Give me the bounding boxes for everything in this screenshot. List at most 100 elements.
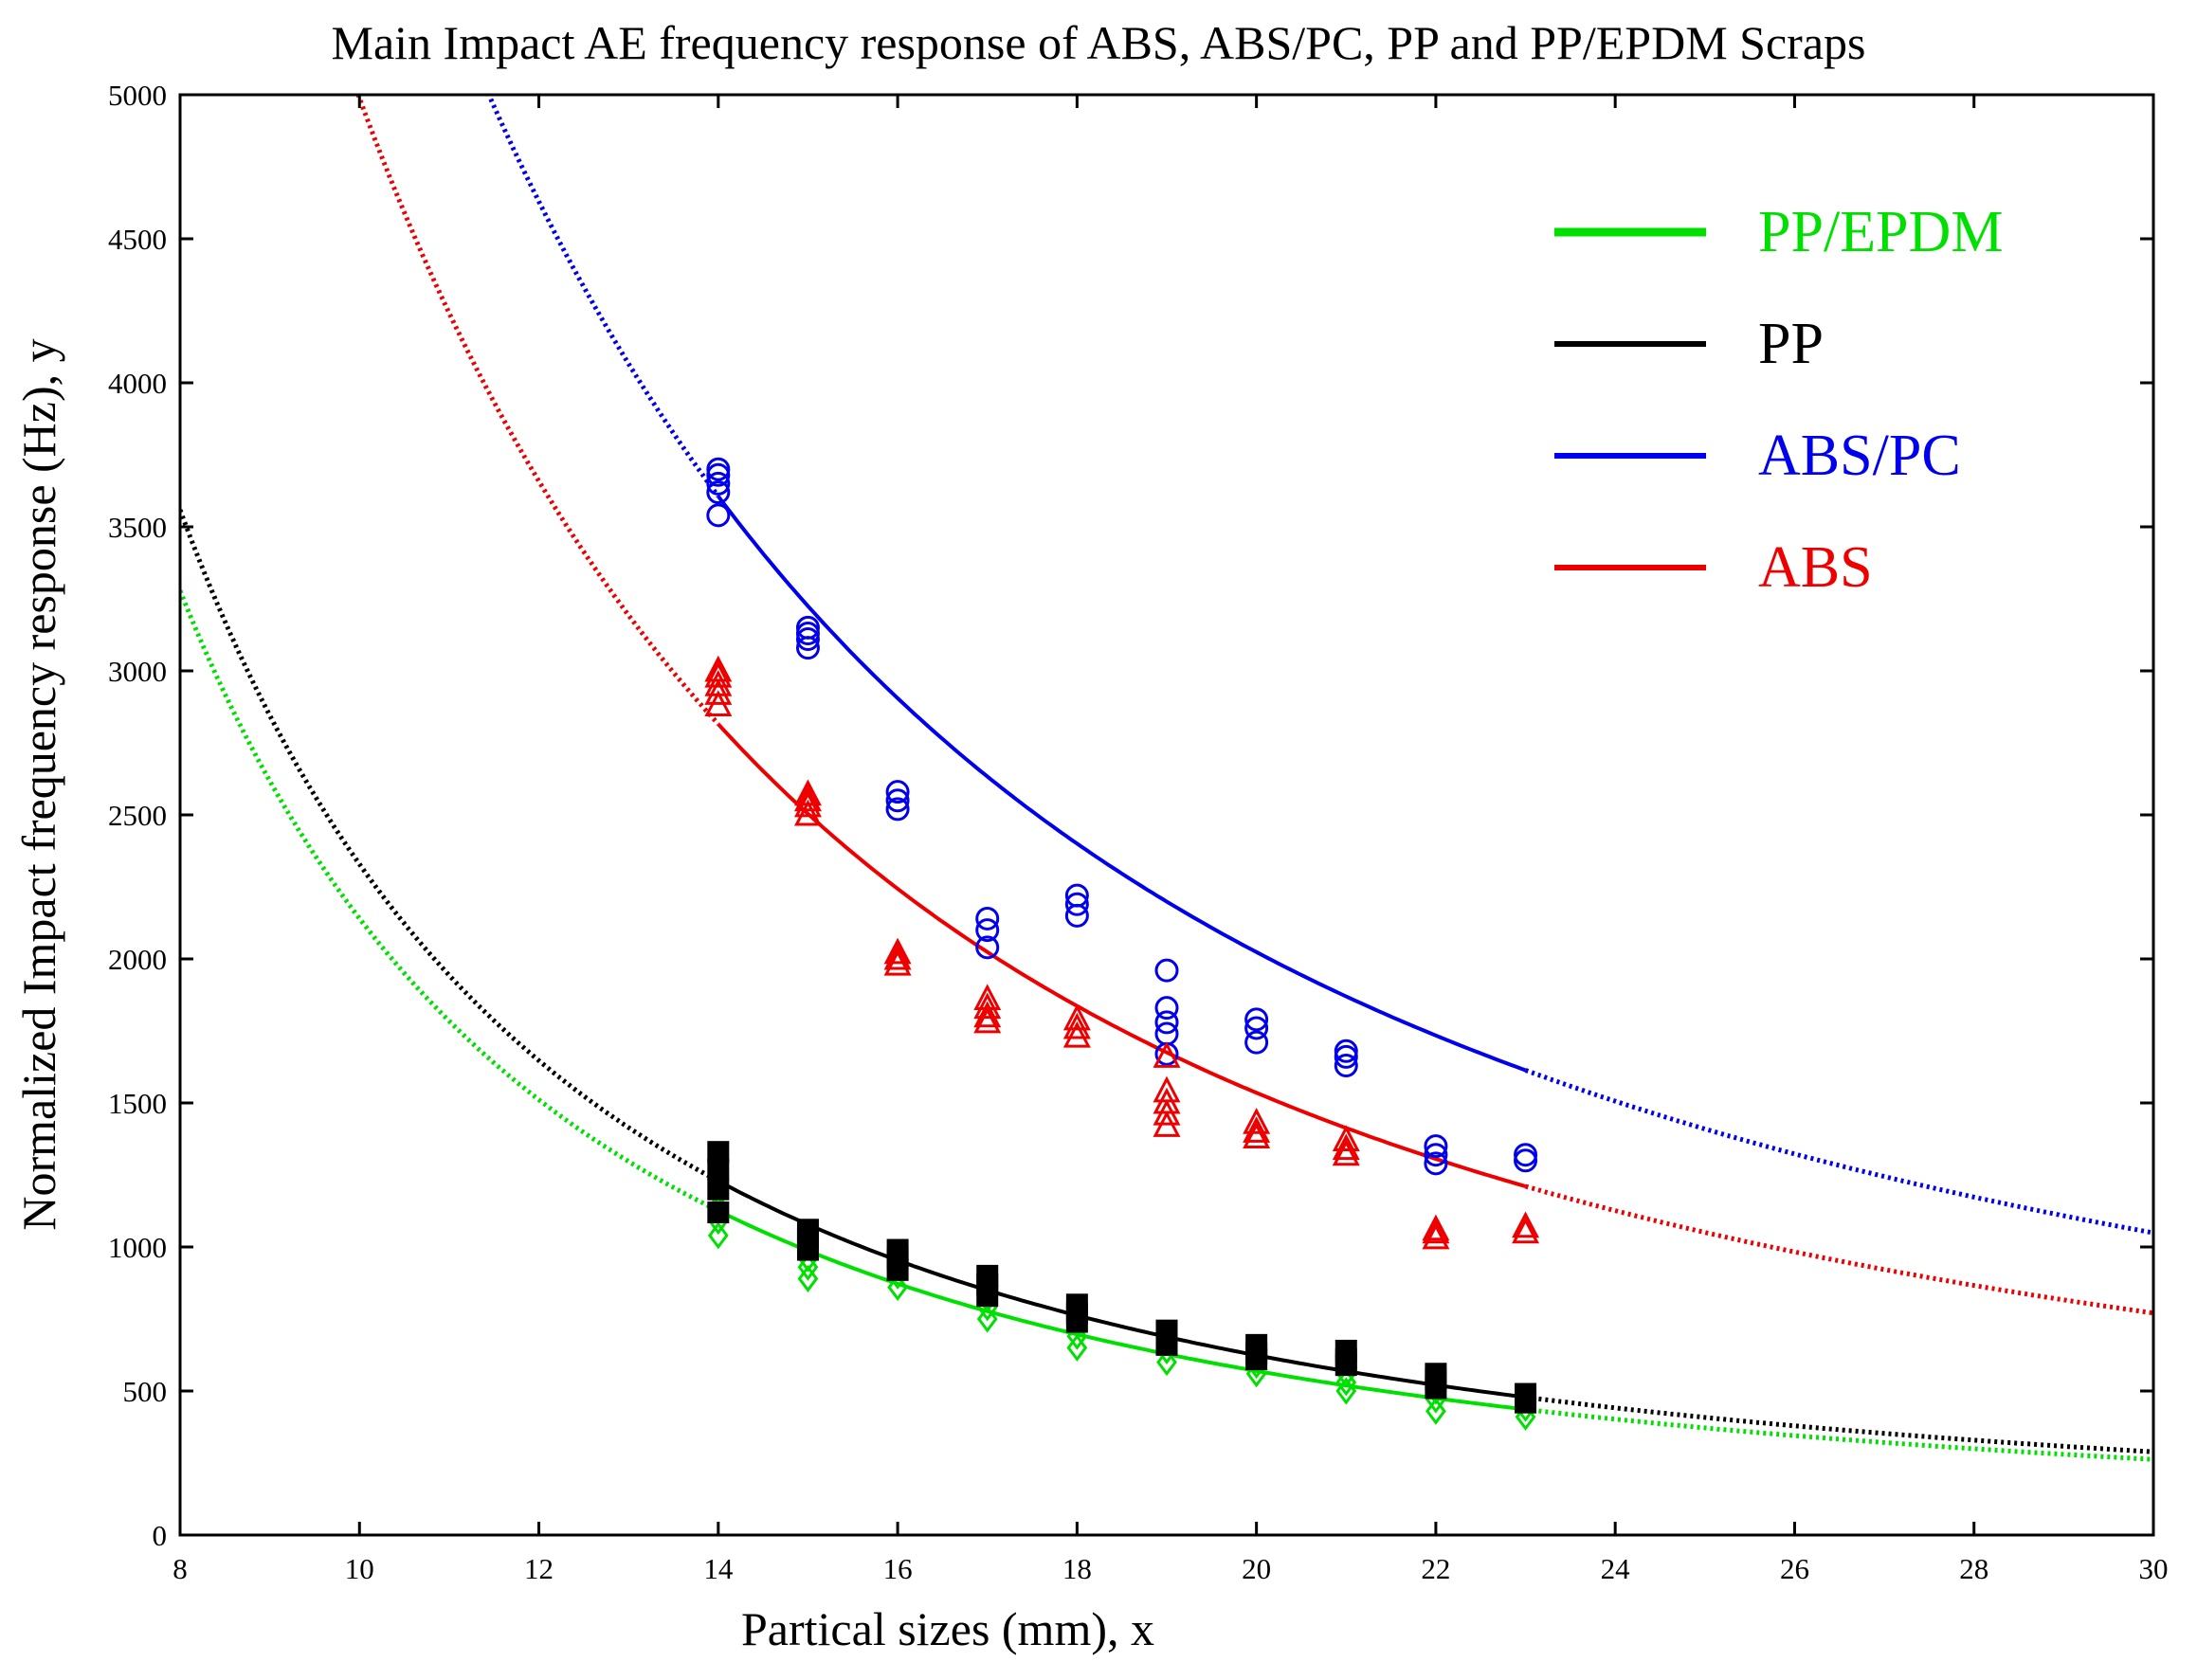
data-point-abs-pc [1334, 1039, 1358, 1063]
data-point-abs-pc [1244, 1007, 1269, 1032]
fit-extrapolation-left-abs-pc [486, 95, 720, 498]
data-point-abs-pc [975, 906, 1000, 930]
data-point-abs [1512, 1211, 1540, 1238]
fit-extrapolation-right-abs-pc [1524, 1068, 2153, 1236]
data-point-pp-epdm [1066, 1333, 1088, 1362]
series-points-pp-epdm [707, 1158, 1536, 1431]
data-point-abs [973, 1006, 1002, 1034]
y-tick-label: 4000 [108, 367, 167, 400]
data-point-abs [793, 785, 822, 812]
data-point-abs [1243, 1108, 1271, 1134]
y-tick-label: 4500 [108, 223, 167, 256]
data-point-abs-pc [706, 503, 731, 528]
data-point-pp [707, 1201, 730, 1224]
data-point-abs [1422, 1214, 1450, 1241]
data-point-abs-pc [1064, 892, 1089, 916]
data-point-pp [976, 1264, 999, 1287]
data-point-abs-pc [1154, 958, 1179, 983]
data-point-abs-pc [795, 615, 820, 640]
data-point-abs-pc [706, 471, 731, 496]
data-point-abs [704, 660, 733, 688]
data-point-abs [793, 799, 822, 826]
y-axis-label: Normalized Impact frequency response (Hz… [12, 338, 65, 1230]
data-point-abs [704, 669, 733, 696]
data-point-abs-pc [1424, 1134, 1448, 1159]
x-tick-label: 24 [1601, 1552, 1631, 1585]
data-point-abs-pc [975, 918, 1000, 943]
fit-curve-pp [717, 1179, 1526, 1400]
x-tick-label: 16 [883, 1552, 913, 1585]
y-tick-label: 2500 [108, 799, 167, 832]
data-point-abs-pc [795, 627, 820, 652]
data-point-pp-epdm [976, 1305, 998, 1333]
fit-extrapolation-right-pp-epdm [1525, 1406, 2153, 1462]
data-point-pp [1245, 1333, 1268, 1356]
x-tick-label: 22 [1421, 1552, 1450, 1585]
data-point-abs [1512, 1217, 1540, 1244]
legend-label-abs-pc: ABS/PC [1758, 424, 1961, 488]
data-point-abs [1243, 1116, 1271, 1143]
fit-extrapolation-left-pp-epdm [180, 589, 719, 1214]
data-point-abs-pc [1334, 1053, 1358, 1077]
x-tick-label: 20 [1242, 1552, 1271, 1585]
axes: 8 10 12 14 16 18 20 22 24 26 28 30 0 500 1000 1500 2000 2… [108, 79, 2169, 1585]
data-point-pp [1065, 1293, 1088, 1316]
data-point-abs-pc [706, 457, 731, 481]
series-points-pp [707, 1141, 1537, 1414]
x-tick-label: 12 [524, 1552, 554, 1585]
legend-label-pp-epdm: PP/EPDM [1758, 200, 2003, 264]
y-tick-label: 3000 [108, 655, 167, 688]
x-tick-label: 18 [1062, 1552, 1092, 1585]
y-tick-label: 0 [153, 1519, 168, 1552]
data-point-abs [1243, 1122, 1271, 1148]
x-tick-label: 8 [172, 1552, 188, 1585]
y-tick-label: 5000 [108, 79, 167, 112]
data-point-abs [883, 943, 912, 970]
y-tick-label: 2000 [108, 943, 167, 976]
fit-extrapolation-right-abs [1524, 1183, 2153, 1316]
y-tick-label: 1500 [108, 1087, 167, 1120]
data-point-abs-pc [1424, 1143, 1448, 1167]
data-point-pp [796, 1219, 819, 1241]
x-tick-label: 14 [703, 1552, 734, 1585]
data-point-abs [883, 937, 912, 965]
data-point-abs-pc [975, 935, 1000, 960]
data-point-abs [704, 655, 733, 682]
data-point-abs-pc [1424, 1151, 1448, 1176]
data-point-abs [1153, 1041, 1181, 1068]
x-tick-label: 26 [1780, 1552, 1809, 1585]
data-point-abs [1332, 1125, 1360, 1152]
series-points-abs-pc [706, 457, 1538, 1176]
data-point-abs [1153, 1075, 1181, 1103]
data-point-pp-epdm [1156, 1348, 1177, 1377]
data-point-abs-pc [1334, 1044, 1358, 1069]
data-point-abs-pc [1244, 1016, 1269, 1040]
data-point-abs [973, 1001, 1002, 1028]
data-point-abs-pc [885, 788, 910, 813]
fit-curve-abs-pc [717, 495, 1527, 1073]
data-point-abs-pc [795, 621, 820, 645]
data-point-abs [1332, 1133, 1360, 1161]
data-points [704, 457, 1540, 1431]
data-point-pp-epdm [887, 1274, 908, 1302]
x-tick-label: 28 [1959, 1552, 1988, 1585]
y-tick-label: 1000 [108, 1231, 167, 1264]
legend-label-pp: PP [1758, 312, 1824, 376]
data-point-pp [1155, 1319, 1178, 1342]
data-point-abs [1062, 1021, 1091, 1048]
data-point-abs-pc [1514, 1143, 1538, 1167]
data-point-abs [793, 779, 822, 806]
data-point-pp [1335, 1339, 1357, 1362]
data-point-abs-pc [1514, 1148, 1538, 1173]
fit-curves [180, 95, 2153, 1462]
chart-title: Main Impact AE frequency response of ABS… [332, 16, 1866, 69]
legend-label-abs: ABS [1758, 535, 1873, 600]
data-point-abs-pc [706, 480, 731, 505]
data-point-pp [707, 1141, 730, 1164]
series-points-abs [704, 655, 1540, 1250]
data-point-abs [1332, 1139, 1360, 1166]
x-axis-label: Partical sizes (mm), x [741, 1602, 1154, 1655]
data-point-pp-epdm [797, 1264, 819, 1292]
